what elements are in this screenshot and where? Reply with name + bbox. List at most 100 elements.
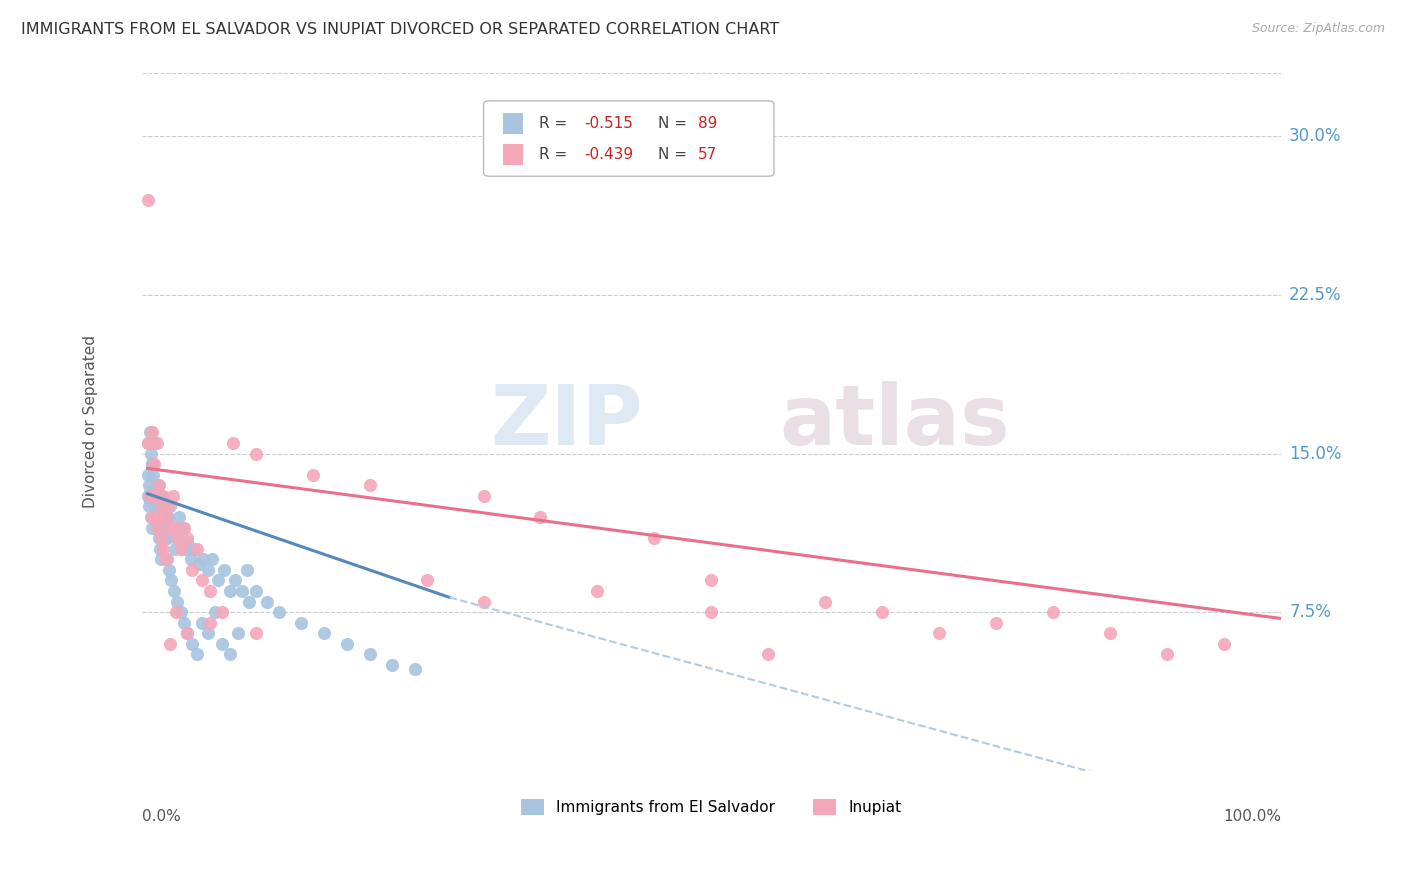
Point [211,637,233,651]
Point [224,574,246,588]
Text: N =: N = [658,147,692,162]
Point [180,552,202,566]
Point [245,626,267,640]
Point [301,467,323,482]
Point [1212,637,1234,651]
Point [245,446,267,460]
Point [166,531,188,545]
Point [148,478,170,492]
Point [150,500,173,514]
Point [172,520,194,534]
Point [290,615,312,630]
Point [155,520,177,534]
Point [176,531,198,545]
Point [472,594,495,608]
Point [312,626,335,640]
Point [700,605,723,619]
Point [163,541,186,556]
Point [176,535,198,549]
Point [176,626,198,640]
Point [218,648,240,662]
Point [165,605,187,619]
Point [148,500,170,514]
Point [150,500,173,514]
Point [159,500,181,514]
Text: 57: 57 [697,147,717,162]
Point [143,457,166,471]
Point [146,489,169,503]
Point [139,489,162,503]
Text: 7.5%: 7.5% [1289,603,1331,621]
Point [160,574,183,588]
Point [139,484,162,499]
Point [198,615,221,630]
Point [181,563,204,577]
Point [149,510,172,524]
Point [136,436,159,450]
Point [143,489,166,503]
Point [187,557,209,571]
Point [159,520,181,534]
Point [141,520,163,534]
Point [145,489,167,503]
Point [148,510,170,524]
Point [181,637,204,651]
Point [143,436,166,450]
Text: Source: ZipAtlas.com: Source: ZipAtlas.com [1251,22,1385,36]
Point [139,510,162,524]
Point [152,489,174,503]
Point [150,489,173,503]
Point [143,489,166,503]
Point [141,457,163,471]
Point [381,658,404,673]
Point [643,531,665,545]
Point [212,563,235,577]
Point [149,541,172,556]
Point [141,510,163,524]
Point [198,584,221,599]
Point [529,510,551,524]
Point [267,605,290,619]
Point [138,478,160,492]
Point [235,563,257,577]
Point [162,520,184,534]
Point [256,594,278,608]
Point [138,500,160,514]
Text: IMMIGRANTS FROM EL SALVADOR VS INUPIAT DIVORCED OR SEPARATED CORRELATION CHART: IMMIGRANTS FROM EL SALVADOR VS INUPIAT D… [21,22,779,37]
Point [359,648,381,662]
Point [139,446,162,460]
Point [141,457,163,471]
Point [136,467,159,482]
Point [166,594,188,608]
Point [193,552,215,566]
Text: -0.515: -0.515 [583,117,633,131]
Point [169,541,191,556]
Point [136,436,159,450]
Point [226,626,249,640]
Point [173,615,195,630]
Point [166,531,188,545]
Point [176,626,198,640]
Point [218,584,240,599]
Point [136,193,159,207]
Point [359,478,381,492]
Point [152,506,174,520]
Point [139,493,162,508]
Point [163,584,186,599]
Point [245,584,267,599]
Legend: Immigrants from El Salvador, Inupiat: Immigrants from El Salvador, Inupiat [522,799,901,815]
Point [156,531,179,545]
Point [191,615,214,630]
Point [336,637,359,651]
Point [197,626,219,640]
Point [150,500,173,514]
Point [756,648,779,662]
Point [157,563,180,577]
Point [145,520,167,534]
Text: ZIP: ZIP [491,382,643,462]
Point [139,425,162,440]
Point [1156,648,1178,662]
Point [153,531,176,545]
Text: 0.0%: 0.0% [142,809,180,824]
Point [150,552,173,566]
